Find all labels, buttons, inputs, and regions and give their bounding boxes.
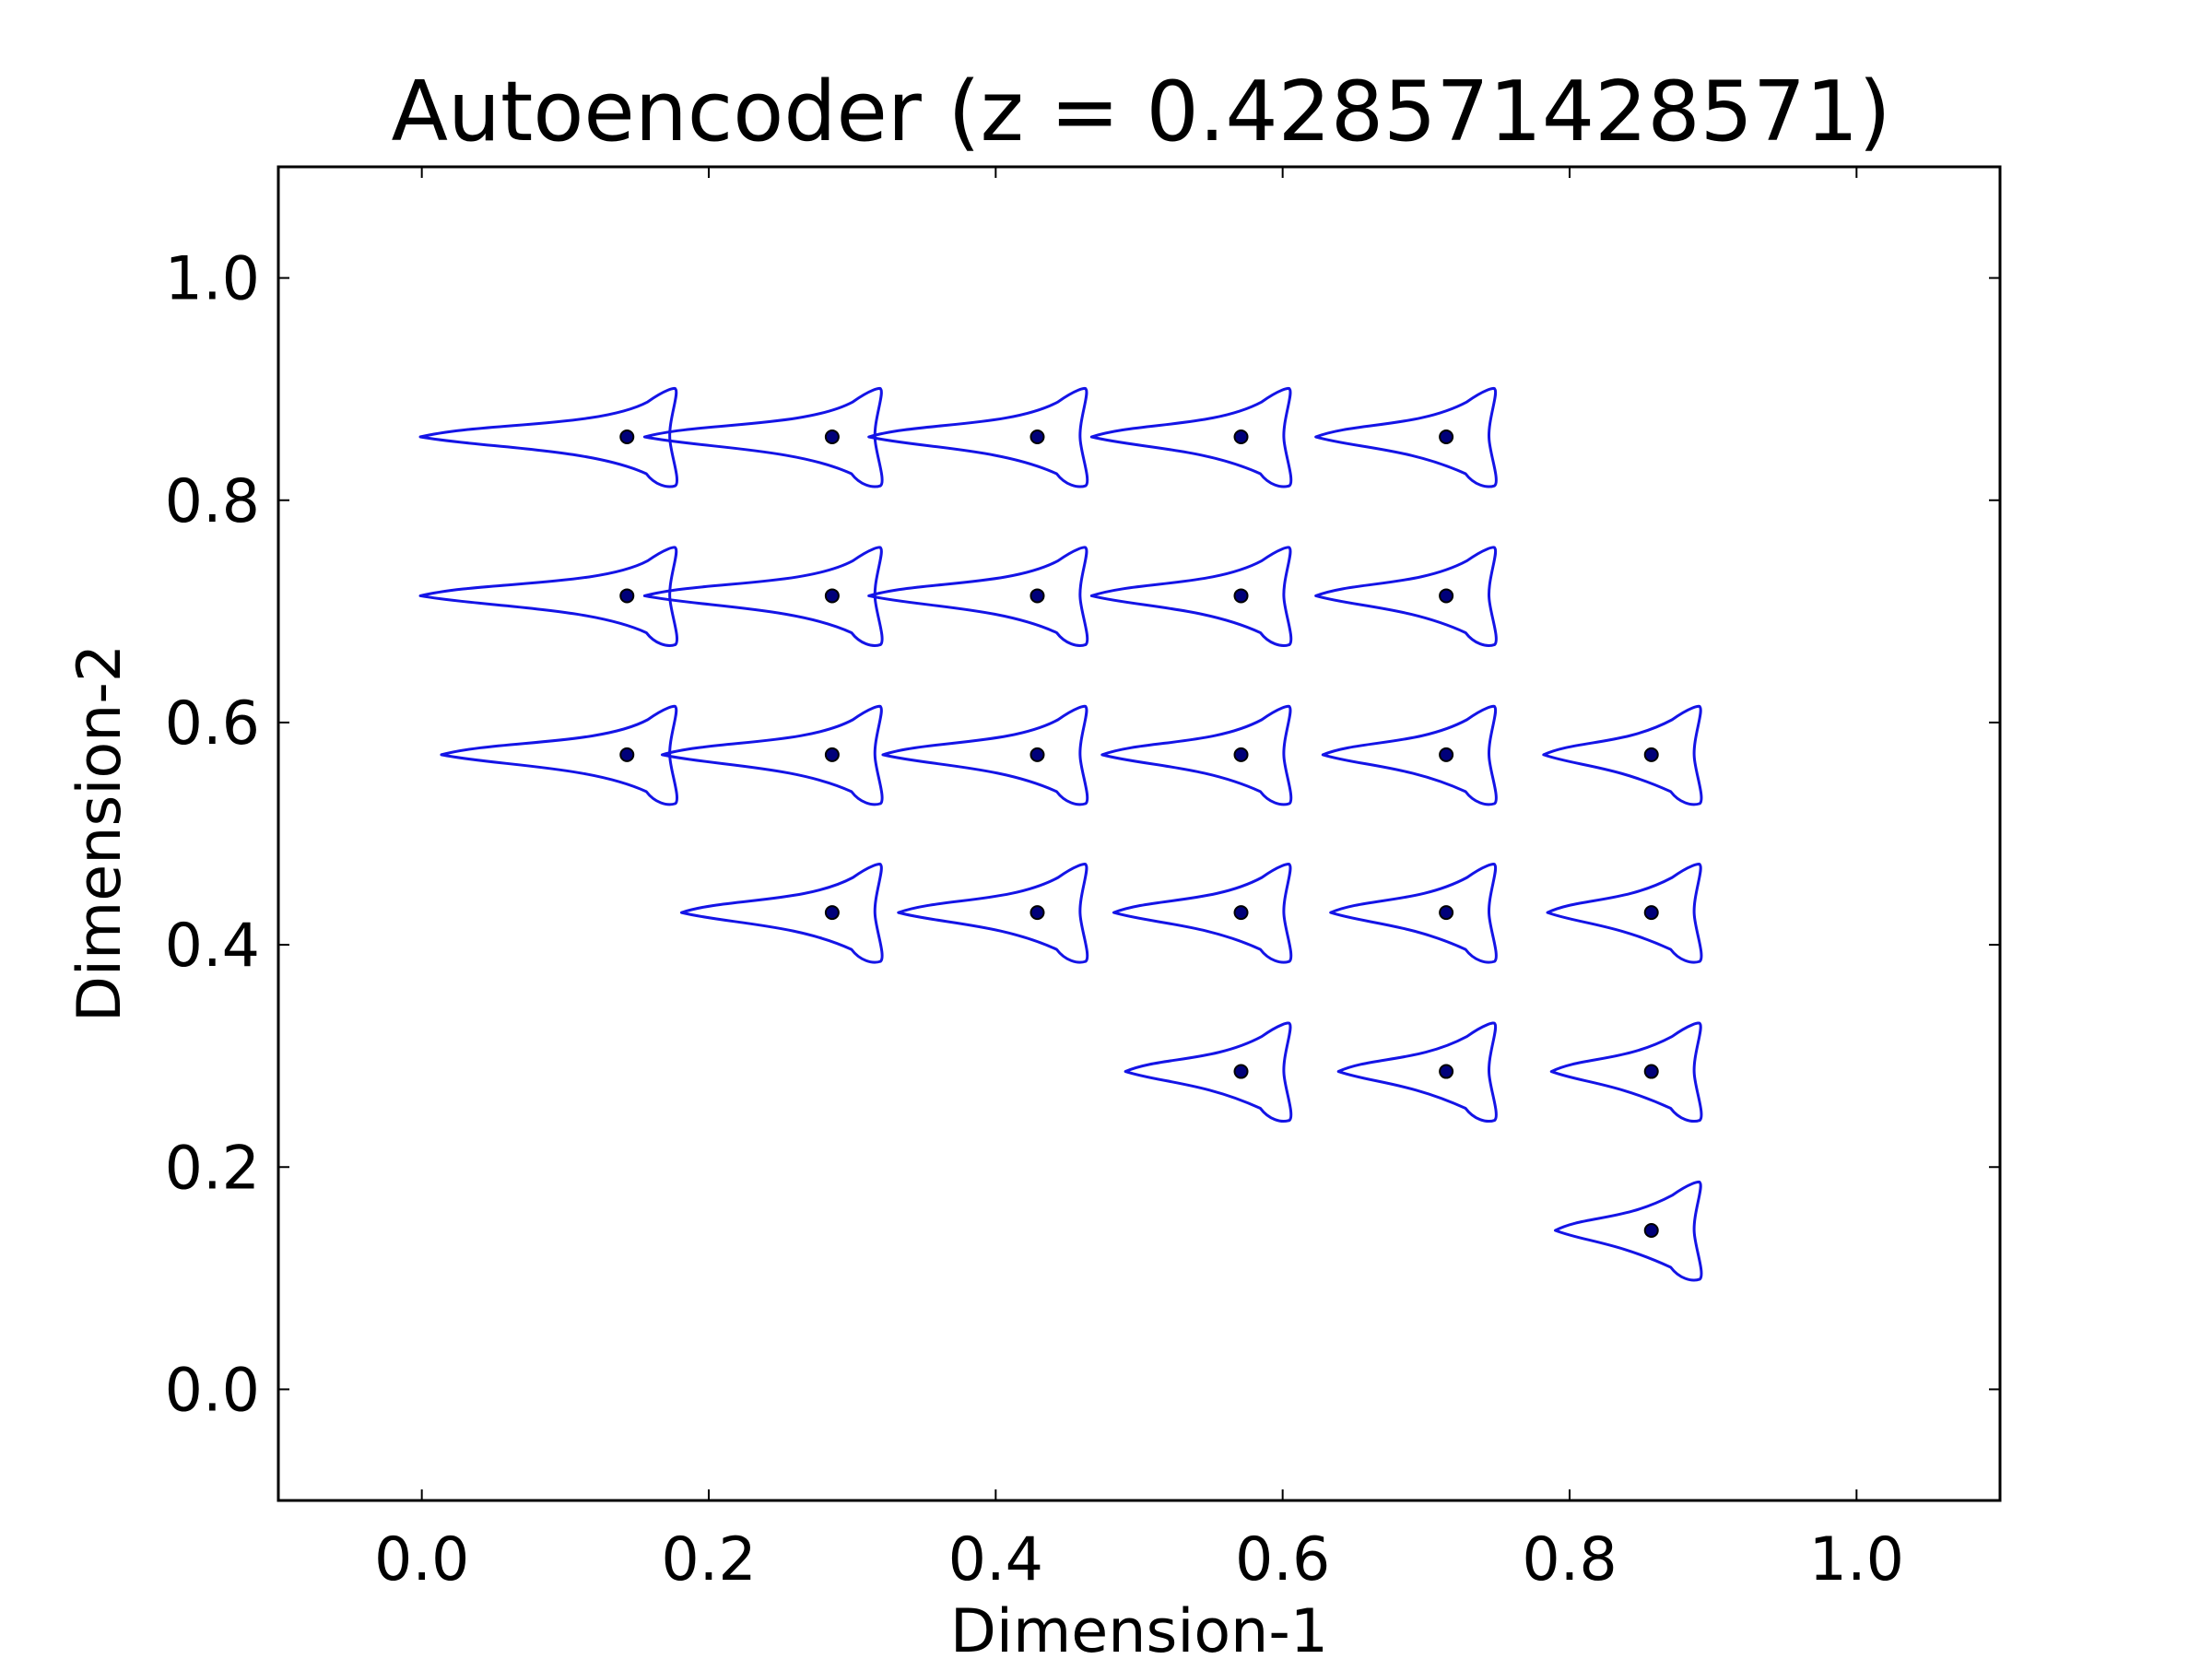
y-tick-label: 0.2 (165, 1134, 260, 1203)
shape-outline (1100, 704, 1293, 806)
shape-outline (1314, 386, 1498, 488)
data-point (1233, 747, 1249, 762)
shape-outline (1321, 704, 1498, 806)
data-point (1643, 1064, 1659, 1079)
shape-outline (418, 386, 678, 488)
shape-outline (867, 386, 1089, 488)
data-point (619, 588, 635, 604)
shape-outline (660, 704, 884, 806)
y-axis-label: Dimension-2 (65, 644, 135, 1022)
data-point (1030, 905, 1045, 921)
shape-outline (1089, 546, 1293, 647)
shape-outline (1546, 863, 1703, 964)
data-point (1233, 429, 1249, 445)
y-tick-label: 0.6 (165, 689, 260, 759)
shape-outline (1314, 546, 1498, 647)
data-point (1439, 905, 1454, 921)
data-point (824, 905, 840, 921)
shape-outline (679, 863, 884, 964)
shape-outline (1124, 1021, 1293, 1123)
chart-title: Autoencoder (z = 0.428571428571) (391, 64, 1890, 160)
data-point (824, 747, 840, 762)
plot-frame (276, 165, 2002, 1502)
data-point (1643, 747, 1659, 762)
y-tick-label: 1.0 (165, 245, 260, 314)
shape-outline (1553, 1180, 1703, 1282)
data-point (1439, 747, 1454, 762)
data-point (1643, 1222, 1659, 1238)
data-point (1233, 588, 1249, 604)
data-point (1643, 905, 1659, 921)
shape-outline (1329, 863, 1498, 964)
data-point (1030, 588, 1045, 604)
data-point (824, 588, 840, 604)
data-point (1233, 1064, 1249, 1079)
x-axis-label: Dimension-1 (950, 1597, 1328, 1659)
x-tick-label: 0.4 (948, 1525, 1043, 1594)
data-point (1439, 429, 1454, 445)
data-point (1030, 747, 1045, 762)
shape-outline (1542, 704, 1703, 806)
data-point (619, 429, 635, 445)
x-tick-label: 0.2 (661, 1525, 756, 1594)
data-point (1439, 1064, 1454, 1079)
data-point (1030, 429, 1045, 445)
x-tick-label: 0.6 (1235, 1525, 1330, 1594)
data-point (1233, 905, 1249, 921)
axis-ticks: 0.0 0.2 0.4 0.6 0.8 1.0 0.0 0.2 0.4 0.6 0.8 1.0 (165, 167, 2000, 1594)
data-point (1439, 588, 1454, 604)
shape-outline (1549, 1021, 1703, 1123)
shape-outline (642, 546, 884, 647)
plot-area (418, 386, 1703, 1282)
shape-outline (867, 546, 1089, 647)
x-tick-label: 1.0 (1809, 1525, 1904, 1594)
y-tick-label: 0.0 (165, 1356, 260, 1425)
shape-outline (897, 863, 1089, 964)
shape-outline (440, 704, 678, 806)
shape-outline (642, 386, 884, 488)
shape-outline (1112, 863, 1293, 964)
data-point (619, 747, 635, 762)
shape-outline (881, 704, 1089, 806)
shape-outline (1089, 386, 1293, 488)
y-tick-label: 0.4 (165, 912, 260, 981)
data-point (824, 429, 840, 445)
shape-outline (1336, 1021, 1498, 1123)
y-tick-label: 0.8 (165, 467, 260, 536)
shape-outline (418, 546, 678, 647)
x-tick-label: 0.0 (374, 1525, 469, 1594)
x-tick-label: 0.8 (1522, 1525, 1617, 1594)
